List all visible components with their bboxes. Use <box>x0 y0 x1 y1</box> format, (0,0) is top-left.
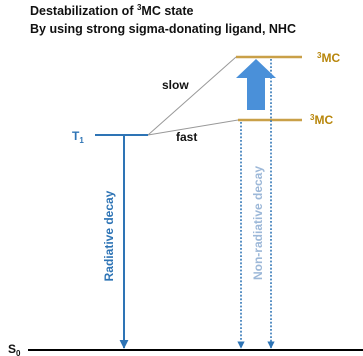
mc-low-label-base: MC <box>314 113 333 127</box>
diagram-subtitle: By using strong sigma-donating ligand, N… <box>30 22 296 36</box>
radiative-decay-label: Radiative decay <box>102 190 116 281</box>
title-superscript: 3 <box>136 2 142 12</box>
title-text-suffix: MC state <box>141 4 194 18</box>
s0-label-sub: 0 <box>16 349 21 356</box>
mc-low-label: 3MC <box>310 113 333 127</box>
fast-label: fast <box>176 130 197 144</box>
block-arrow-up-icon <box>236 59 276 110</box>
mc-high-label: 3MC <box>317 51 340 65</box>
title-text: Destabilization of <box>30 4 137 18</box>
t1-label-base: T <box>72 129 80 143</box>
mc-low-label-sup: 3 <box>310 113 315 122</box>
fast-pathway-line <box>147 119 239 136</box>
s0-label-base: S <box>8 342 16 356</box>
mc-high-label-sup: 3 <box>317 51 322 60</box>
slow-pathway-line <box>147 56 237 136</box>
t1-label-sub: 1 <box>79 136 84 145</box>
t1-label: T1 <box>72 129 84 145</box>
slow-label: slow <box>162 78 189 92</box>
non-radiative-decay-label: Non-radiative decay <box>251 166 265 280</box>
mc-high-label-base: MC <box>321 51 340 65</box>
s0-label: S0 <box>8 342 21 356</box>
diagram-title: Destabilization of 3MC state <box>30 2 194 18</box>
